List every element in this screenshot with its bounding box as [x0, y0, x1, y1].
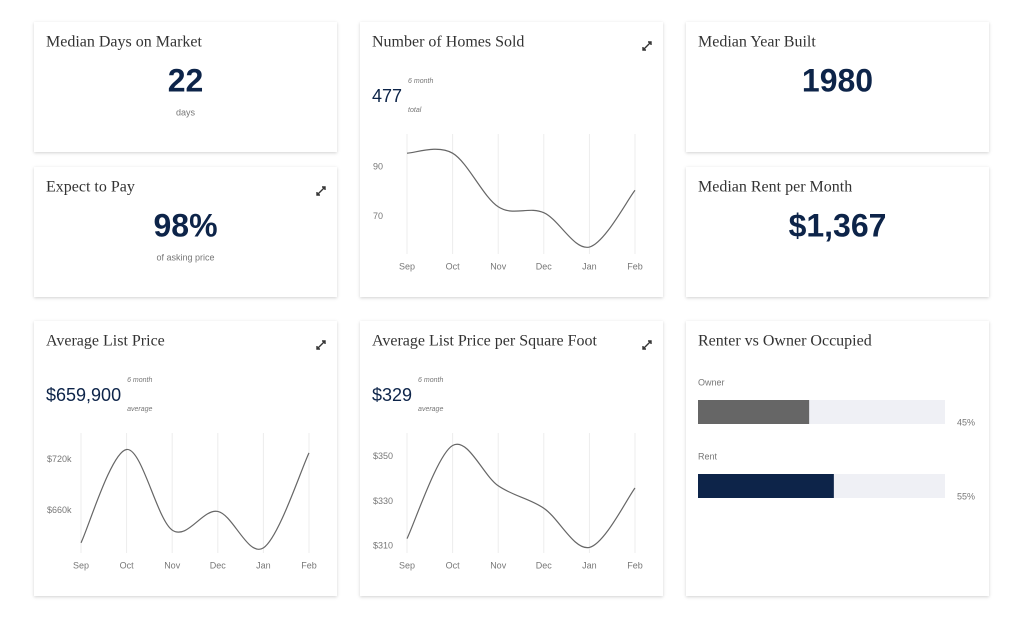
stat-unit: days — [176, 107, 196, 117]
y-tick-label: $330 — [373, 496, 393, 506]
x-tick-label: Dec — [210, 560, 227, 570]
y-tick-label: 70 — [373, 211, 383, 221]
card — [34, 22, 337, 152]
stat-unit: of asking price — [156, 252, 214, 262]
card-title: Median Year Built — [698, 34, 816, 51]
x-tick-label: Sep — [399, 261, 415, 271]
card-title: Number of Homes Sold — [372, 34, 524, 51]
summary-period: 6 month — [408, 78, 433, 85]
x-tick-label: Feb — [627, 261, 643, 271]
x-tick-label: Jan — [256, 560, 271, 570]
line — [80, 448, 310, 550]
stat-value: 98% — [153, 207, 217, 243]
y-tick-label: $720k — [47, 454, 72, 464]
bar-label: Owner — [698, 377, 725, 387]
x-tick-label: Feb — [301, 560, 317, 570]
x-tick-label: Feb — [627, 560, 643, 570]
card-title: Median Days on Market — [46, 34, 203, 51]
card — [686, 321, 989, 596]
stat-value: 1980 — [802, 62, 873, 98]
x-tick-label: Jan — [582, 560, 597, 570]
summary-label: average — [418, 406, 443, 413]
x-tick-label: Sep — [399, 560, 415, 570]
line — [406, 148, 636, 248]
x-tick-label: Dec — [536, 560, 553, 570]
x-tick-label: Oct — [120, 560, 135, 570]
x-tick-label: Jan — [582, 261, 597, 271]
expand-icon[interactable] — [642, 41, 652, 51]
card-title: Median Rent per Month — [698, 179, 852, 196]
expand-icon[interactable] — [642, 340, 652, 350]
stat-value: $1,367 — [789, 207, 887, 243]
value-label: 45% — [957, 417, 975, 427]
y-tick-label: $350 — [373, 451, 393, 461]
card — [360, 22, 663, 297]
expand-icon[interactable] — [316, 340, 326, 350]
bar-label: Rent — [698, 451, 718, 461]
card — [360, 321, 663, 596]
summary-value: 477 — [372, 86, 402, 106]
y-tick-label: $310 — [373, 541, 393, 551]
card-title: Average List Price — [46, 333, 165, 350]
summary-period: 6 month — [418, 377, 443, 384]
card — [686, 167, 989, 297]
card — [34, 321, 337, 596]
expand-icon[interactable] — [316, 186, 326, 196]
card-title: Renter vs Owner Occupied — [698, 333, 872, 350]
stat-value: 22 — [168, 62, 204, 98]
x-tick-label: Nov — [490, 261, 507, 271]
cards: Median Days on Market 22 days Expect to Pay… — [34, 22, 989, 596]
summary-value: $329 — [372, 385, 412, 405]
x-tick-label: Nov — [490, 560, 507, 570]
card-title: Average List Price per Square Foot — [372, 333, 598, 350]
card — [34, 167, 337, 297]
y-tick-label: 90 — [373, 161, 383, 171]
summary-label: average — [127, 406, 152, 413]
summary-period: 6 month — [127, 377, 152, 384]
card — [686, 22, 989, 152]
x-tick-label: Nov — [164, 560, 181, 570]
bar — [698, 400, 810, 424]
summary-label: total — [408, 107, 422, 114]
x-tick-label: Oct — [446, 261, 461, 271]
value-label: 55% — [957, 491, 975, 501]
card-title: Expect to Pay — [46, 179, 135, 196]
x-tick-label: Oct — [446, 560, 461, 570]
x-tick-label: Sep — [73, 560, 89, 570]
bar — [698, 474, 834, 498]
x-tick-label: Dec — [536, 261, 553, 271]
summary-value: $659,900 — [46, 385, 121, 405]
y-tick-label: $660k — [47, 505, 72, 515]
line — [406, 443, 636, 549]
